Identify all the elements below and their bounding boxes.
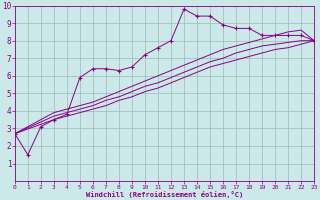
X-axis label: Windchill (Refroidissement éolien,°C): Windchill (Refroidissement éolien,°C) xyxy=(86,191,243,198)
